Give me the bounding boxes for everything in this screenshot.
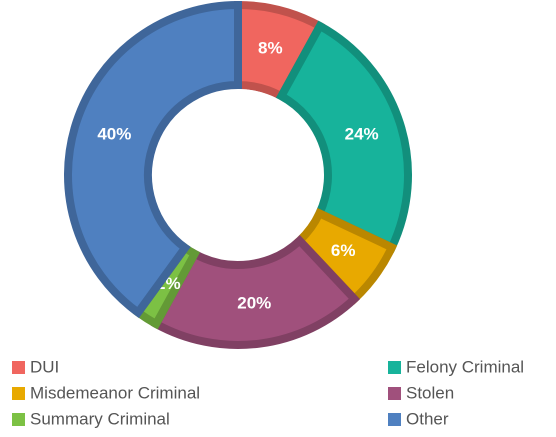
legend-swatch <box>388 361 401 374</box>
data-label: 8% <box>258 39 283 58</box>
legend-label: Felony Criminal <box>406 357 524 376</box>
legend-swatch <box>12 413 25 426</box>
legend-swatch <box>388 387 401 400</box>
donut-segment <box>275 20 412 253</box>
donut-hole <box>152 89 324 261</box>
legend-swatch <box>388 413 401 426</box>
legend-label: Misdemeanor Criminal <box>30 383 200 402</box>
donut-segment <box>64 0 242 319</box>
legend-label: Other <box>406 409 449 428</box>
legend-label: DUI <box>30 357 59 376</box>
data-label: 6% <box>331 241 356 260</box>
donut-segment <box>150 234 361 349</box>
data-label: 24% <box>345 124 379 143</box>
legend-label: Summary Criminal <box>30 409 170 428</box>
data-label: 40% <box>97 124 131 143</box>
legend-swatch <box>12 387 25 400</box>
legend-swatch <box>12 361 25 374</box>
legend-label: Stolen <box>406 383 454 402</box>
data-label: 20% <box>237 293 271 312</box>
